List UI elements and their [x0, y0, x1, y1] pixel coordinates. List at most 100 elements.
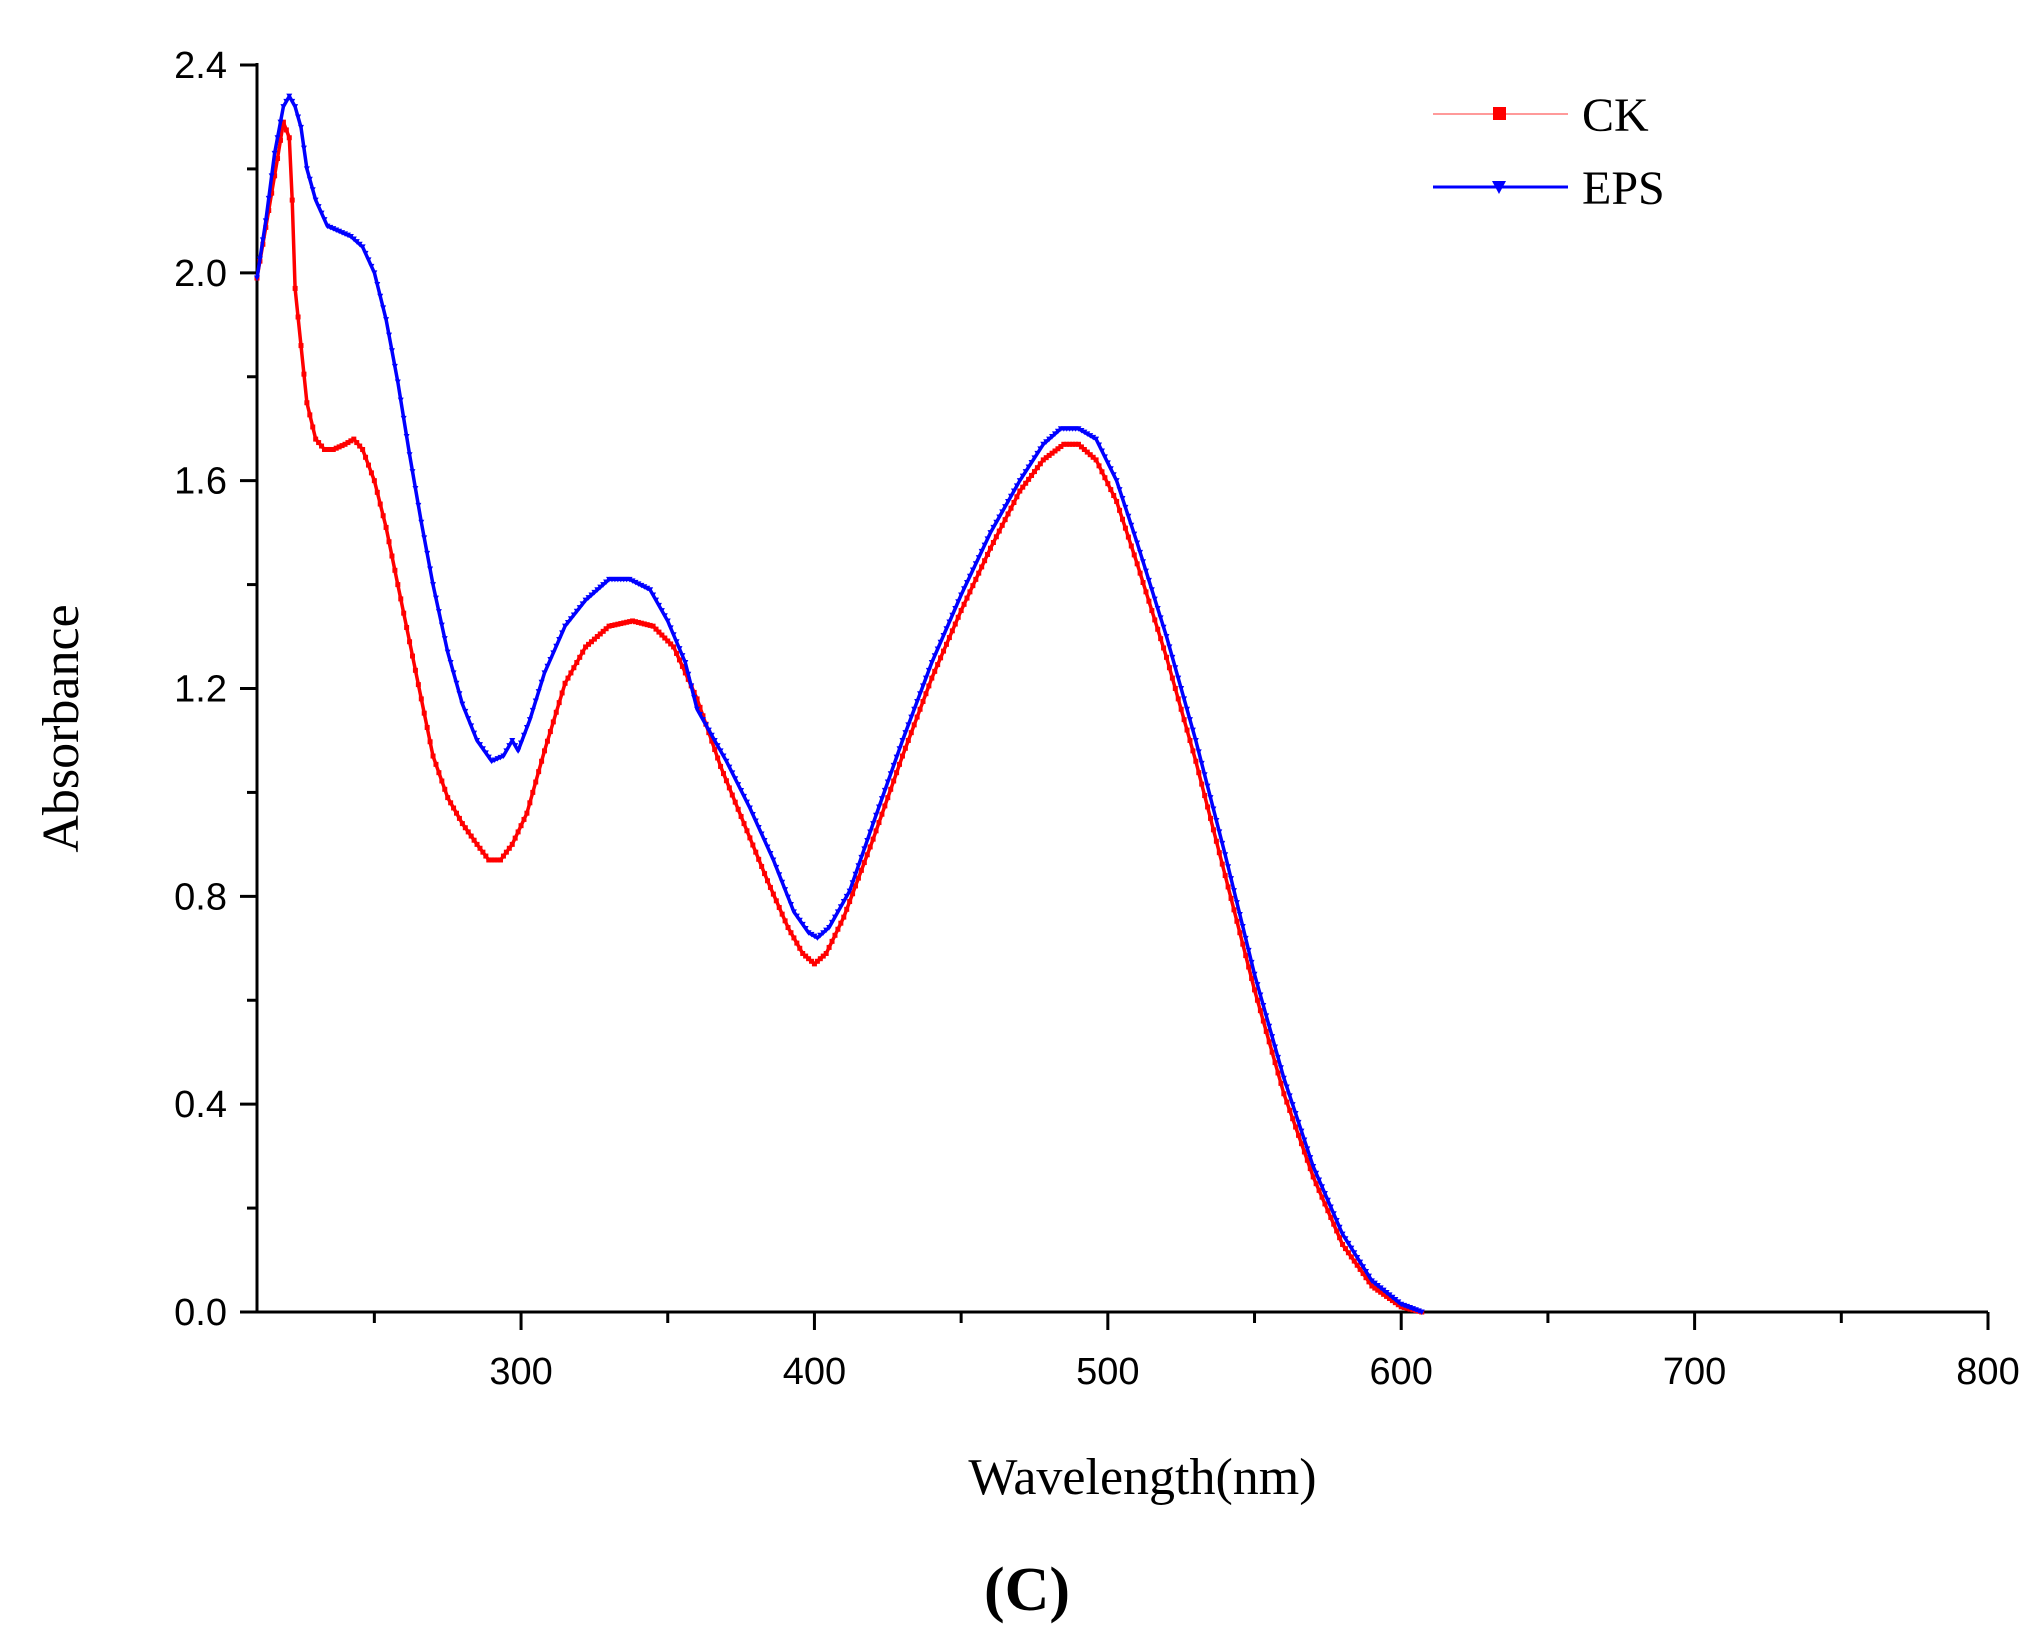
data-point [256, 256, 263, 262]
data-point [1210, 806, 1217, 813]
data-point [1351, 1250, 1358, 1256]
data-point [1146, 598, 1152, 604]
data-point [1131, 552, 1137, 558]
data-point [1325, 1208, 1331, 1214]
data-point [1281, 1091, 1287, 1097]
data-point [720, 753, 727, 760]
data-point [972, 561, 979, 567]
data-point [1290, 1116, 1296, 1122]
data-point [1319, 1194, 1325, 1200]
data-point [1386, 1295, 1392, 1301]
data-point [1205, 804, 1211, 810]
data-point [1304, 1146, 1311, 1152]
data-point [1192, 737, 1199, 744]
data-point [1199, 781, 1205, 787]
data-point [632, 619, 638, 625]
data-point [712, 747, 718, 753]
data-point [1324, 1197, 1331, 1204]
data-point [570, 612, 577, 619]
legend-marker-ck [1493, 107, 1506, 120]
data-point [550, 719, 556, 725]
data-point [767, 850, 774, 857]
data-point [591, 636, 597, 642]
data-point [1005, 498, 1012, 505]
data-point [1028, 459, 1035, 466]
data-point [1307, 1166, 1313, 1172]
data-point [1131, 531, 1138, 538]
data-point [1119, 495, 1126, 502]
data-point [539, 758, 545, 764]
data-point [1178, 706, 1184, 712]
data-point [853, 883, 859, 889]
data-point [873, 828, 879, 834]
data-point [1202, 793, 1208, 799]
data-point [937, 639, 944, 646]
data-point [533, 779, 539, 785]
data-point [1081, 446, 1087, 452]
data-point [295, 114, 302, 120]
data-point [1236, 912, 1243, 918]
data-point [820, 953, 826, 959]
data-point [521, 816, 527, 822]
data-point [606, 623, 612, 629]
data-point [949, 628, 955, 634]
data-point [427, 566, 434, 572]
data-point [1310, 1174, 1316, 1180]
y-tick-label: 0.8 [174, 876, 227, 918]
data-point [709, 738, 715, 744]
data-point [430, 582, 437, 588]
data-point [1304, 1157, 1310, 1163]
data-point [1002, 517, 1008, 523]
data-point [876, 820, 882, 826]
data-point [1149, 608, 1155, 614]
data-point [922, 675, 929, 682]
data-point [603, 626, 609, 632]
data-point [1099, 469, 1105, 475]
data-point [1181, 717, 1187, 723]
data-point [363, 454, 369, 460]
data-point [826, 925, 833, 931]
data-point [1111, 493, 1117, 499]
data-point [565, 675, 571, 681]
data-point [579, 601, 586, 607]
data-point [1172, 665, 1179, 671]
data-point [1023, 480, 1029, 486]
data-point [741, 821, 747, 827]
data-point [354, 440, 360, 446]
data-point [653, 626, 659, 632]
data-point [286, 135, 292, 141]
data-point [492, 857, 498, 863]
data-point [847, 899, 853, 905]
data-point [1381, 1291, 1387, 1297]
data-point [961, 586, 968, 592]
data-point [1263, 1028, 1269, 1034]
data-point [1252, 987, 1258, 993]
data-point [571, 665, 577, 671]
data-point [1157, 615, 1164, 621]
data-point [462, 708, 469, 715]
y-tick-label: 1.6 [174, 461, 227, 503]
data-point [310, 424, 316, 430]
data-point [694, 696, 700, 702]
data-point [1348, 1254, 1354, 1260]
data-point [806, 956, 812, 962]
data-point [438, 622, 445, 629]
data-point [1031, 469, 1037, 475]
data-point [846, 888, 853, 895]
data-point [1178, 686, 1185, 692]
data-point [1375, 1287, 1381, 1293]
data-point [1292, 1111, 1299, 1117]
data-point [377, 501, 383, 507]
data-point [743, 799, 750, 806]
data-point [1240, 941, 1246, 947]
data-point [879, 811, 885, 817]
data-point [436, 770, 442, 776]
data-point [512, 743, 519, 749]
data-point [797, 945, 803, 951]
data-point [520, 732, 527, 739]
data-point [1160, 624, 1167, 631]
data-point [277, 137, 283, 143]
data-point [626, 576, 633, 583]
data-point [424, 724, 430, 730]
y-axis-title: Absorbance [33, 604, 90, 852]
